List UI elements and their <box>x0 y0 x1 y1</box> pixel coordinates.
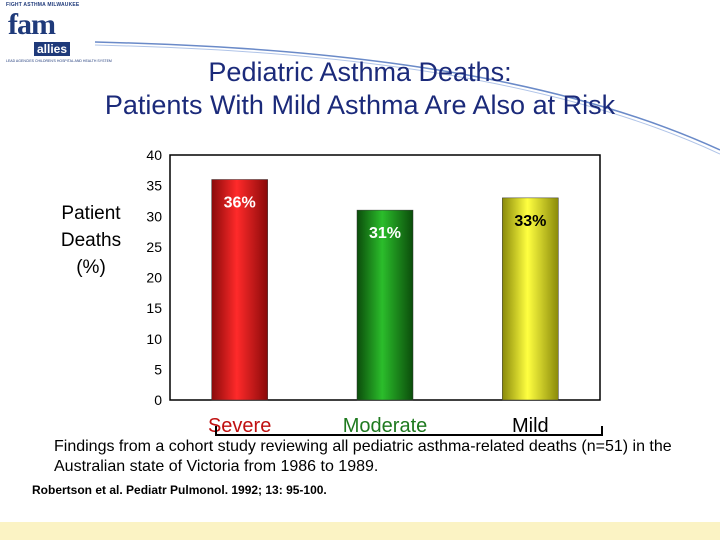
category-label-moderate: Moderate <box>343 415 428 437</box>
category-label-mild: Mild <box>512 415 549 437</box>
citation: Robertson et al. Pediatr Pulmonol. 1992;… <box>32 483 327 497</box>
y-axis-label: Patient Deaths (%) <box>60 203 122 278</box>
logo-tagline: LEAD AGENCIES CHILDREN'S HOSPITAL AND HE… <box>6 59 112 63</box>
y-tick-label-0: 0 <box>154 392 162 408</box>
y-tick-label-15: 15 <box>146 300 162 316</box>
footer-band <box>0 522 720 540</box>
y-tick-label-10: 10 <box>146 331 162 347</box>
decorative-swoosh <box>94 41 720 155</box>
slide-title: Pediatric Asthma Deaths: Patients With M… <box>0 56 720 122</box>
bar-moderate <box>356 209 414 401</box>
y-tick-label-5: 5 <box>154 361 162 377</box>
logo-top-text: FIGHT ASTHMA MILWAUKEE <box>6 2 80 8</box>
bar-severe <box>211 179 268 401</box>
data-label-moderate: 31% <box>369 225 401 242</box>
logo-sub-text: allies <box>34 42 71 56</box>
y-tick-label-30: 30 <box>146 208 162 224</box>
y-tick-label-40: 40 <box>146 147 162 163</box>
category-bracket <box>215 426 603 436</box>
y-tick-label-25: 25 <box>146 239 162 255</box>
title-line-2: Patients With Mild Asthma Are Also at Ri… <box>104 90 616 120</box>
chart-caption: Findings from a cohort study reviewing a… <box>54 438 672 475</box>
title-line-1: Pediatric Asthma Deaths: <box>208 57 512 87</box>
y-tick-label-20: 20 <box>146 270 162 286</box>
fam-allies-logo: FIGHT ASTHMA MILWAUKEE fam allies LEAD A… <box>6 2 112 66</box>
category-label-severe: Severe <box>208 415 271 437</box>
y-tick-label-35: 35 <box>146 178 162 194</box>
data-label-mild: 33% <box>514 213 546 230</box>
bar-mild <box>502 197 559 401</box>
data-label-severe: 36% <box>224 195 256 212</box>
bar-chart: 0 5 10 15 20 25 30 35 40 36% 31% 33% Severe Moderat… <box>146 147 603 437</box>
logo-main-text: fam <box>8 8 56 41</box>
